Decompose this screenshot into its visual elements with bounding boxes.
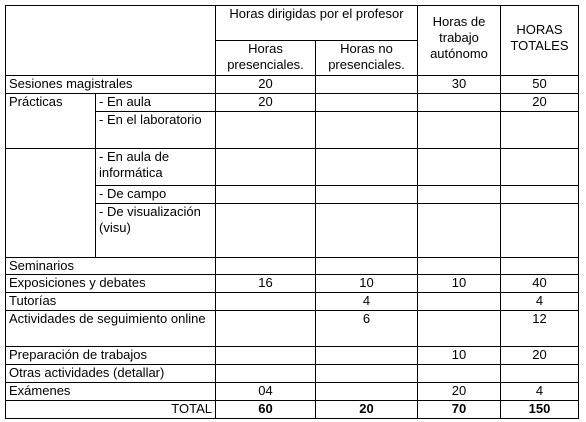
table-row: - En aula de informática [5, 148, 579, 258]
corner-cell [5, 5, 216, 76]
hours-cell [500, 203, 579, 258]
row-sublabel: - De visualización (visu) [95, 203, 216, 258]
hours-cell: 6 [315, 310, 418, 347]
hours-cell [417, 148, 501, 186]
table-row: Exposiciones y debates 16 10 10 40 [5, 274, 579, 293]
hours-cell [215, 203, 316, 258]
row-label [5, 148, 96, 258]
hours-cell [215, 310, 316, 347]
hours-cell [315, 75, 418, 94]
hours-cell [500, 257, 579, 275]
header-no-presenciales: Horas no presenciales. [315, 40, 418, 76]
hours-cell [315, 257, 418, 275]
hours-cell [417, 185, 501, 204]
hours-cell [500, 185, 579, 204]
hours-cell [315, 148, 418, 186]
table-row: Seminarios [5, 257, 579, 275]
hours-cell [215, 292, 316, 311]
hours-cell [417, 292, 501, 311]
hours-cell: 04 [215, 382, 316, 401]
header-directed: Horas dirigidas por el profesor [215, 5, 418, 41]
hours-cell [315, 93, 418, 112]
hours-cell: 12 [500, 310, 579, 347]
hours-table: Horas dirigidas por el profesor Horas de… [5, 5, 579, 419]
row-sublabel: - De campo [95, 185, 216, 204]
hours-cell [215, 257, 316, 275]
hours-cell: 16 [215, 274, 316, 293]
total-cell: 70 [417, 400, 501, 419]
hours-cell: 4 [500, 292, 579, 311]
hours-cell [215, 364, 316, 383]
row-label: Exposiciones y debates [5, 274, 216, 293]
row-label: Exámenes [5, 382, 216, 401]
total-label: TOTAL [5, 400, 216, 419]
hours-cell [417, 310, 501, 347]
hours-cell: 10 [417, 346, 501, 365]
table-row: TOTAL 60 20 70 150 [5, 400, 579, 419]
row-label: Sesiones magistrales [5, 75, 216, 94]
total-cell: 20 [315, 400, 418, 419]
table-row: - De visualización (visu) [6, 203, 579, 258]
row-label: Preparación de trabajos [5, 346, 216, 365]
hours-cell: 40 [500, 274, 579, 293]
hours-cell [500, 148, 579, 186]
hours-cell: 4 [500, 382, 579, 401]
hours-cell [417, 93, 501, 112]
hours-cell: 20 [215, 75, 316, 94]
hours-cell: 10 [417, 274, 501, 293]
row-label: Otras actividades (detallar) [5, 364, 216, 383]
row-sublabel: - En aula de informática [95, 148, 216, 186]
total-cell: 60 [215, 400, 316, 419]
hours-cell [500, 111, 579, 149]
row-label: Actividades de seguimiento online [5, 310, 216, 347]
row-sublabel: - En el laboratorio [95, 111, 216, 149]
table-row: Exámenes 04 20 4 [5, 382, 579, 401]
row-sublabel: - En aula [95, 93, 216, 112]
hours-cell [315, 382, 418, 401]
hours-cell [315, 346, 418, 365]
header-totales: HORAS TOTALES [500, 5, 579, 76]
hours-cell [417, 257, 501, 275]
hours-cell [215, 148, 316, 186]
hours-cell: 50 [500, 75, 579, 94]
total-cell: 150 [500, 400, 579, 419]
header-autonomo: Horas de trabajo autónomo [417, 5, 501, 76]
table-row: Tutorías 4 4 [5, 292, 579, 311]
hours-cell: 30 [417, 75, 501, 94]
hours-cell [417, 203, 501, 258]
hours-cell [315, 185, 418, 204]
table-row: Otras actividades (detallar) [5, 364, 579, 383]
hours-cell [215, 185, 316, 204]
hours-cell [215, 111, 316, 149]
hours-cell [500, 364, 579, 383]
table-row: Prácticas - En aula 20 20 [5, 93, 579, 149]
table-row: Actividades de seguimiento online 6 12 [5, 310, 579, 347]
hours-cell: 4 [315, 292, 418, 311]
header-presenciales: Horas presenciales. [215, 40, 316, 76]
table-row: Preparación de trabajos 10 20 [5, 346, 579, 365]
row-label: Prácticas [5, 93, 96, 149]
hours-cell: 20 [215, 93, 316, 112]
table-row: Sesiones magistrales 20 30 50 [5, 75, 579, 94]
hours-cell [215, 346, 316, 365]
hours-cell: 20 [500, 346, 579, 365]
hours-cell [417, 364, 501, 383]
hours-cell: 20 [417, 382, 501, 401]
hours-cell: 20 [500, 93, 579, 112]
hours-cell [315, 203, 418, 258]
hours-cell [315, 364, 418, 383]
row-label: Seminarios [5, 257, 216, 275]
hours-cell: 10 [315, 274, 418, 293]
hours-cell [417, 111, 501, 149]
row-label: Tutorías [5, 292, 216, 311]
hours-cell [315, 111, 418, 149]
